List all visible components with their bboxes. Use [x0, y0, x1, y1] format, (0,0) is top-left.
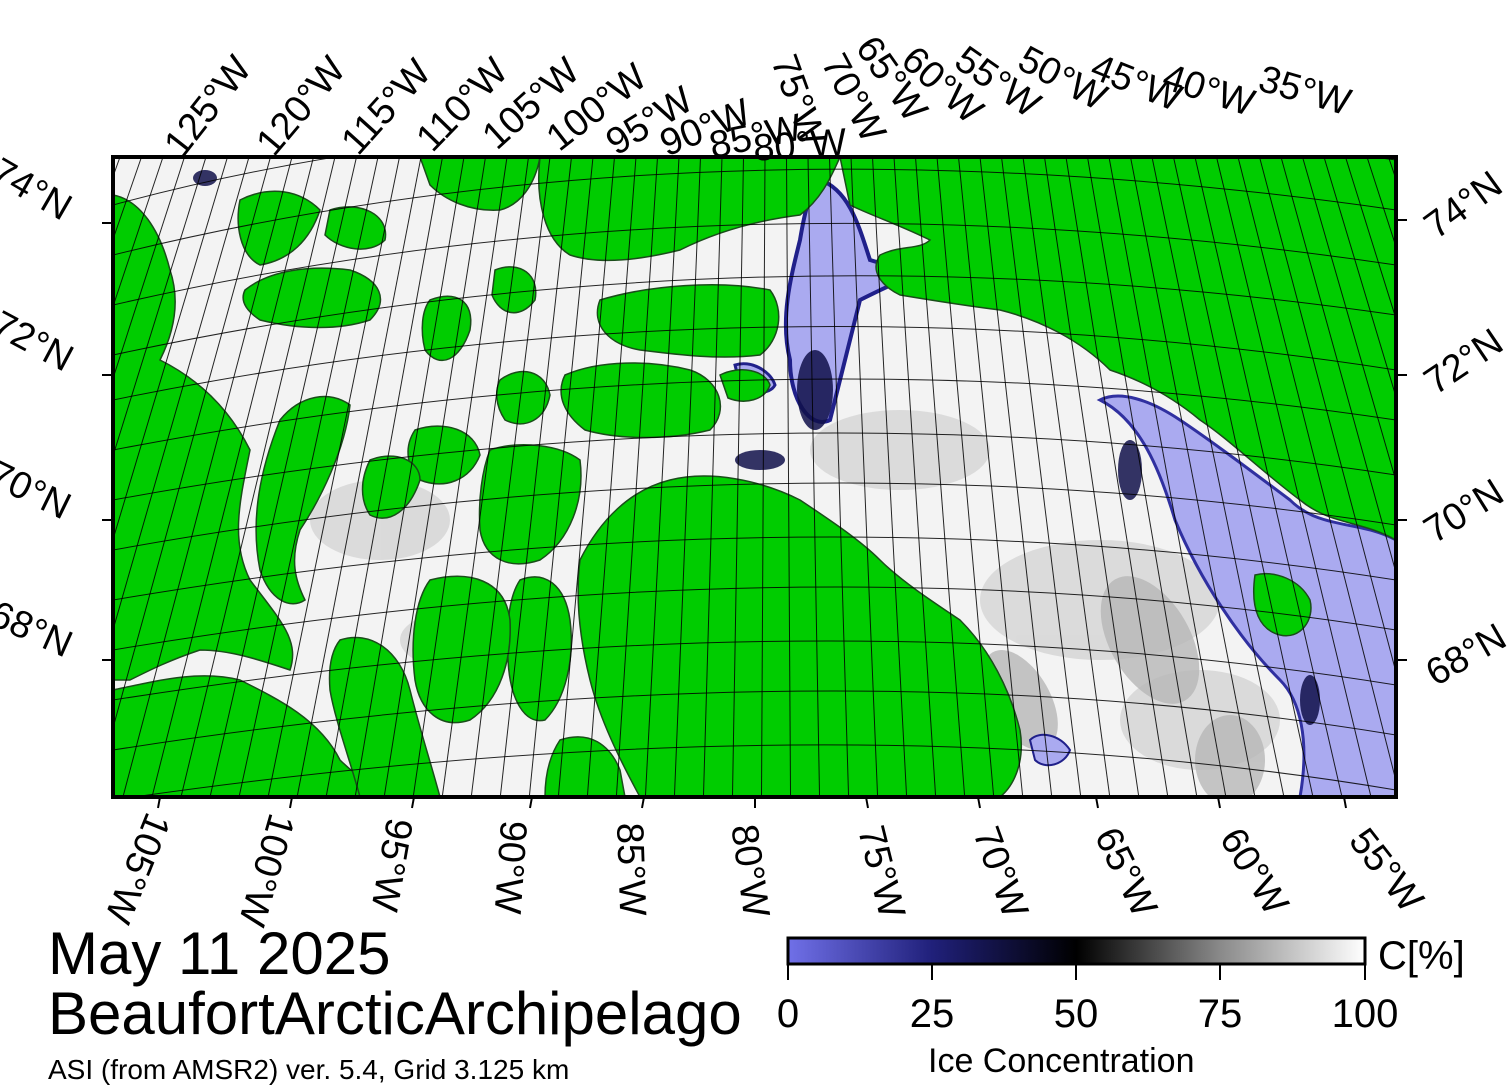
meridian-line	[267, 157, 400, 797]
meridian-line	[1259, 157, 1396, 675]
land-masses	[113, 157, 1396, 797]
lon-label-bottom: 90°W	[485, 819, 534, 916]
mainland-west	[113, 194, 294, 681]
meridian-line	[1388, 157, 1396, 181]
colorbar-title: Ice Concentration	[928, 1042, 1195, 1080]
greenland	[839, 157, 1396, 541]
cornwallis-island	[491, 266, 537, 314]
meridian-line	[893, 157, 937, 797]
meridian-line	[557, 157, 615, 797]
meridian-line	[1130, 157, 1256, 797]
meridian-line	[586, 157, 637, 797]
meridian-line	[761, 157, 766, 797]
meridian-line	[673, 157, 701, 797]
colorbar	[786, 936, 1367, 966]
map-area	[113, 157, 1512, 797]
meridian-line	[1194, 157, 1343, 797]
cumberland-open-water	[1028, 733, 1072, 767]
map-date: May 11 2025	[48, 920, 391, 987]
meridian-line	[1108, 157, 1227, 797]
meridian-line	[383, 157, 486, 797]
colorbar-tick-label: 75	[1197, 992, 1243, 1036]
quebec-north	[544, 736, 626, 797]
meridian-line	[1065, 157, 1169, 797]
colorbar-unit: C[%]	[1378, 934, 1465, 978]
product-info: ASI (from AMSR2) ver. 5.4, Grid 3.125 km	[48, 1054, 570, 1085]
meridian-line	[644, 157, 680, 797]
meridian-line	[936, 157, 995, 797]
meridian-line	[209, 157, 357, 797]
meridian-line	[1022, 157, 1111, 797]
meridian-line	[1151, 157, 1285, 797]
meridian-line	[113, 157, 207, 458]
meridian-line	[1280, 157, 1396, 575]
meridian-line	[113, 157, 250, 632]
meridian-line	[850, 157, 879, 797]
colorbar-ticks	[787, 964, 1366, 980]
meridian-line	[238, 157, 379, 797]
meridian-line	[113, 157, 228, 542]
meridian-line	[786, 157, 792, 797]
meridian-line	[872, 157, 908, 797]
meridians	[113, 157, 1512, 797]
ice-dark-texture	[982, 576, 1265, 797]
map-region: BeaufortArcticArchipelago	[48, 980, 742, 1047]
meridian-line	[958, 157, 1024, 797]
colorbar-tick-label: 50	[1053, 992, 1099, 1036]
colorbar-tick-label: 100	[1331, 992, 1399, 1036]
meridian-line	[1087, 157, 1198, 797]
low-concentration-patches	[193, 170, 1320, 725]
meridian-line	[1237, 157, 1396, 784]
meridian-line	[470, 157, 551, 797]
baffin-island	[577, 475, 1022, 797]
meridian-line	[354, 157, 465, 797]
meridian-line	[528, 157, 594, 797]
meridian-line	[412, 157, 508, 797]
meridian-line	[979, 157, 1053, 797]
meridian-line	[325, 157, 443, 797]
colorbar-tick-label: 0	[776, 992, 800, 1036]
lon-label-bottom: 85°W	[608, 821, 654, 917]
meridian-line	[180, 157, 336, 797]
king-william-island	[407, 425, 481, 485]
meridian-line	[1001, 157, 1082, 797]
colorbar-tick-label: 25	[909, 992, 955, 1036]
meridian-line	[731, 157, 744, 797]
meridian-line	[113, 157, 271, 730]
devon-island	[596, 284, 780, 358]
meridian-line	[829, 157, 850, 797]
prince-of-wales-island	[495, 370, 551, 425]
meridian-line	[151, 157, 314, 797]
meridian-line	[1044, 157, 1140, 797]
meridian-line	[499, 157, 572, 797]
meridian-line	[1345, 157, 1396, 321]
meridian-line	[1410, 157, 1512, 797]
meridian-line	[915, 157, 966, 797]
meridian-line	[113, 157, 164, 308]
somerset-island	[560, 362, 721, 439]
meridian-line	[807, 157, 821, 797]
meridian-line	[113, 157, 185, 381]
meridian-line	[1323, 157, 1396, 399]
meridian-line	[122, 157, 293, 797]
meridian-line	[296, 157, 422, 797]
meridian-line	[615, 157, 658, 797]
meridian-line	[1216, 157, 1372, 797]
bathurst-island	[421, 295, 472, 362]
frame-ticks	[102, 219, 1407, 809]
meridian-line	[702, 157, 723, 797]
meridian-line	[441, 157, 529, 797]
meridian-line	[1173, 157, 1314, 797]
